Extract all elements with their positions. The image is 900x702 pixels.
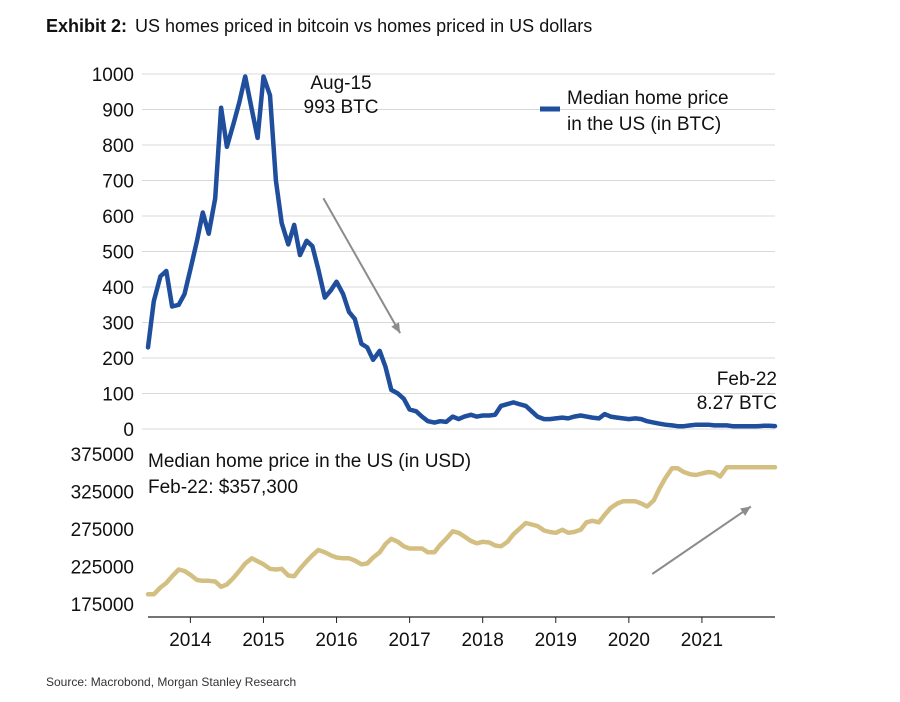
x-tick-label: 2020 (608, 630, 650, 651)
btc-y-tick-label: 0 (123, 420, 134, 441)
x-axis: 2014 2015 2016 2017 2018 2019 2020 2021 (148, 616, 775, 651)
btc-legend-label: in the US (in BTC) (567, 114, 721, 135)
btc-series-line (145, 74, 778, 429)
btc-y-tick-label: 400 (102, 278, 134, 299)
x-tick-label: 2017 (388, 630, 430, 651)
btc-y-tick-label: 900 (102, 101, 134, 122)
btc-y-tick-label: 300 (102, 314, 134, 335)
btc-y-tick-label: 600 (102, 207, 134, 228)
btc-downtrend-arrow-head (391, 322, 401, 334)
btc-y-tick-label: 500 (102, 243, 134, 264)
btc-downtrend-arrow (322, 197, 401, 334)
x-tick-label: 2019 (535, 630, 577, 651)
btc-legend-label: Median home price (567, 88, 729, 109)
usd-y-axis: 375000 325000 275000 225000 175000 (71, 445, 134, 616)
x-tick-label: 2021 (681, 630, 723, 651)
usd-uptrend-arrow-head (740, 506, 751, 516)
chart-annotations: Aug-15 993 BTC Feb-22 8.27 BTC Median home p… (148, 73, 777, 498)
x-tick-label: 2016 (315, 630, 357, 651)
x-tick-label: 2015 (242, 630, 284, 651)
btc-y-tick-label: 700 (102, 172, 134, 193)
usd-y-tick-label: 175000 (71, 595, 134, 616)
usd-y-tick-label: 375000 (71, 445, 134, 466)
usd-y-tick-label: 225000 (71, 558, 134, 579)
peak-annotation-line: 993 BTC (304, 97, 379, 118)
btc-y-tick-label: 100 (102, 385, 134, 406)
exhibit-header: Exhibit 2: US homes priced in bitcoin vs … (46, 16, 592, 37)
btc-y-tick-label: 800 (102, 136, 134, 157)
x-tick-label: 2014 (169, 630, 212, 651)
usd-y-tick-label: 275000 (71, 520, 134, 541)
usd-series-line (145, 465, 778, 597)
peak-annotation-line: Aug-15 (310, 73, 371, 94)
btc-y-tick-label: 200 (102, 349, 134, 370)
source-note: Source: Macrobond, Morgan Stanley Resear… (46, 675, 297, 689)
usd-series-label: Feb-22: $357,300 (148, 477, 298, 498)
exhibit-title: US homes priced in bitcoin vs homes pric… (135, 16, 593, 36)
btc-gridlines (142, 73, 775, 430)
trend-arrows (322, 197, 752, 575)
usd-uptrend-arrow (651, 505, 752, 575)
exhibit-label: Exhibit 2: (46, 16, 128, 36)
btc-y-tick-label: 1000 (92, 65, 134, 86)
latest-annotation-line: 8.27 BTC (697, 393, 777, 414)
series-lines (145, 74, 778, 597)
latest-annotation-line: Feb-22 (717, 369, 777, 390)
usd-y-tick-label: 325000 (71, 483, 134, 504)
usd-series-label: Median home price in the US (in USD) (148, 451, 471, 472)
x-tick-label: 2018 (462, 630, 504, 651)
